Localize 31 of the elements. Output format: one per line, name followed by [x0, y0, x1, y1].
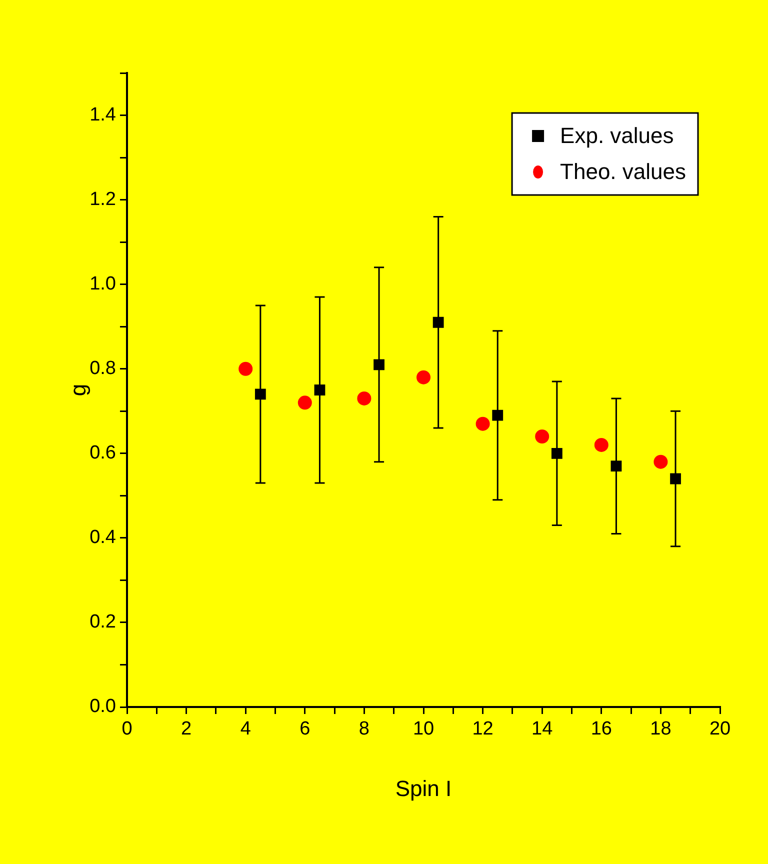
y-tick-label: 0.0 — [90, 696, 116, 718]
y-tick-label: 1.2 — [90, 189, 116, 210]
x-tick-label: 14 — [532, 718, 554, 740]
point — [476, 416, 490, 431]
point — [298, 396, 312, 410]
y-tick-label: 1.0 — [90, 274, 116, 295]
x-tick-label: 20 — [709, 718, 731, 740]
x-tick-label: 16 — [590, 718, 612, 740]
y-tick-label: 0.2 — [90, 612, 116, 633]
y-tick-label: 0.8 — [90, 358, 116, 380]
point — [357, 391, 372, 406]
point — [594, 438, 608, 452]
point — [535, 429, 550, 444]
x-tick-label: 10 — [412, 718, 434, 740]
x-tick-label: 6 — [300, 718, 310, 740]
legend-label: Exp. values — [560, 123, 674, 148]
x-tick-label: 2 — [181, 718, 192, 740]
x-tick-label: 12 — [472, 718, 494, 740]
legend-label: Theo. values — [560, 159, 686, 184]
point — [654, 454, 668, 469]
point — [416, 370, 430, 384]
y-tick-label: 0.4 — [90, 527, 116, 548]
x-axis-title: Spin I — [395, 776, 452, 801]
x-tick-label: 8 — [358, 718, 370, 740]
x-tick-label: 0 — [122, 718, 132, 740]
y-axis-title: g — [65, 384, 90, 396]
x-tick-label: 18 — [650, 718, 672, 740]
x-tick-label: 4 — [240, 718, 252, 740]
point — [238, 362, 253, 376]
y-tick-label: 1.4 — [90, 104, 116, 126]
y-tick-label: 0.6 — [90, 442, 116, 464]
